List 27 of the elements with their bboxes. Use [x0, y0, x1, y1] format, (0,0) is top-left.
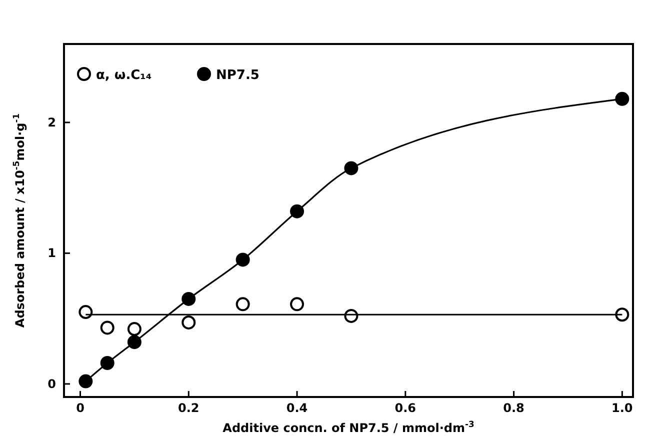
point	[78, 305, 93, 320]
x-tick-label: 1.0	[612, 401, 633, 415]
x-tick-label: 0.6	[394, 401, 416, 415]
point	[127, 335, 142, 350]
point	[236, 252, 250, 267]
point	[127, 322, 142, 336]
x-tick-label: 0	[76, 401, 84, 415]
point	[615, 92, 630, 106]
point	[100, 356, 114, 370]
point	[236, 297, 250, 312]
x-tick-label: 0.8	[503, 401, 524, 415]
legend-label: α, ω.C₁₄	[96, 68, 152, 83]
x-axis-title: Additive concn. of NP7.5 / mmol·dm$^{-3}$	[222, 419, 474, 435]
y-tick-label: 1	[48, 246, 56, 260]
legend-label: NP7.5	[216, 68, 260, 83]
point	[182, 292, 196, 306]
point	[100, 320, 114, 335]
point	[344, 161, 358, 176]
point	[182, 315, 196, 330]
x-tick-label: 0.4	[286, 401, 308, 415]
y-tick-label: 2	[48, 115, 56, 130]
point	[615, 308, 630, 322]
point	[290, 204, 304, 218]
point	[290, 297, 304, 312]
x-tick-label: 0.2	[178, 401, 200, 415]
point	[78, 374, 93, 388]
y-tick-label: 0	[48, 376, 56, 391]
